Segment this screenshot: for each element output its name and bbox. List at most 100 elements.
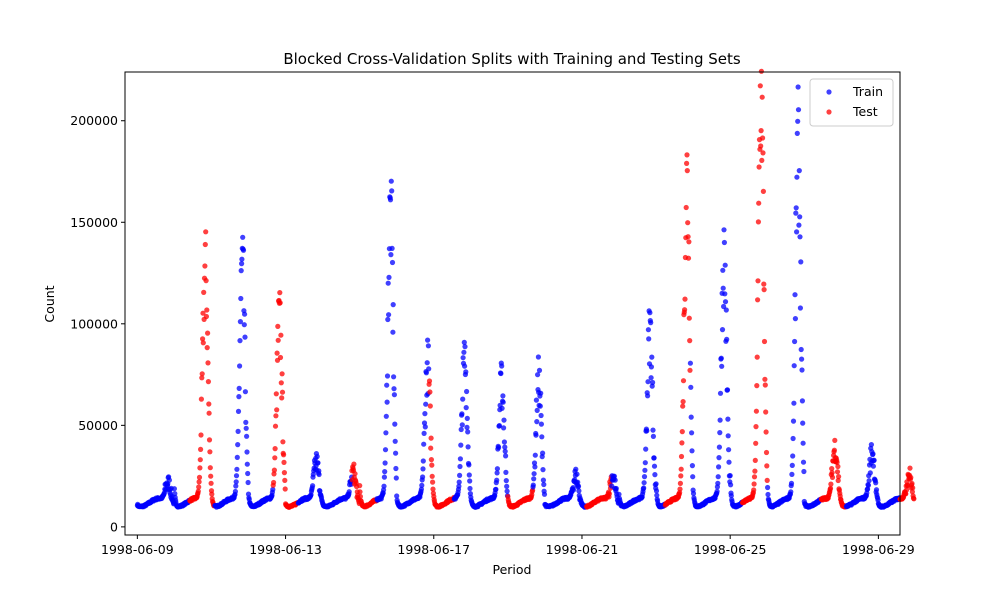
test-point [753, 408, 760, 414]
train-point [391, 374, 397, 380]
test-point [911, 496, 917, 502]
train-point [532, 464, 538, 470]
test-point [209, 491, 215, 497]
test-point [203, 278, 209, 284]
train-point [458, 442, 464, 448]
test-point [208, 473, 214, 479]
train-point [725, 416, 731, 422]
test-point [756, 164, 762, 170]
train-point [873, 480, 879, 486]
train-point [422, 424, 428, 430]
train-point [570, 487, 577, 493]
train-point [716, 444, 723, 450]
train-point [460, 355, 466, 361]
train-point [425, 343, 431, 349]
test-point [427, 403, 433, 409]
test-point [278, 332, 284, 338]
train-point [389, 259, 396, 266]
train-point [531, 471, 537, 477]
train-point [467, 485, 473, 492]
test-point [198, 396, 204, 402]
train-point [389, 188, 395, 194]
test-point [277, 300, 283, 306]
train-point [533, 432, 539, 438]
train-point [715, 480, 721, 486]
test-point [685, 255, 692, 261]
test-point [428, 445, 434, 451]
train-point [870, 451, 876, 457]
test-point [272, 455, 278, 461]
test-point [758, 128, 764, 134]
train-point [800, 420, 806, 426]
train-point [421, 441, 427, 447]
train-point [867, 470, 873, 476]
test-point [201, 289, 207, 295]
train-point [645, 327, 652, 333]
train-point [612, 477, 618, 483]
train-point [234, 454, 240, 460]
train-point [687, 360, 694, 366]
train-point [728, 493, 734, 499]
train-point [793, 210, 799, 216]
test-point [274, 350, 280, 356]
test-point [909, 489, 916, 495]
train-point [391, 392, 397, 398]
train-point [391, 386, 397, 392]
train-point [650, 427, 656, 433]
test-point [357, 493, 363, 500]
train-point [653, 481, 659, 487]
train-point [690, 474, 696, 480]
train-point [240, 234, 246, 240]
test-point [205, 360, 211, 366]
train-point [728, 482, 734, 488]
test-point [277, 354, 284, 361]
test-point [761, 281, 767, 287]
train-point [797, 234, 803, 240]
train-point [385, 316, 391, 323]
train-point [315, 460, 321, 466]
test-point [275, 337, 281, 343]
train-point [800, 440, 806, 446]
train-point [798, 259, 804, 265]
test-point [682, 296, 688, 302]
train-point [530, 482, 536, 488]
train-point [386, 312, 392, 318]
train-point [791, 400, 797, 406]
test-point [273, 413, 279, 419]
train-point [270, 486, 276, 493]
test-point [196, 474, 203, 480]
test-point [278, 380, 284, 386]
test-point [682, 307, 688, 313]
test-point [199, 375, 205, 381]
train-point [393, 450, 399, 456]
train-point [794, 174, 800, 180]
y-tick-label: 0 [110, 519, 118, 534]
train-point [870, 463, 877, 469]
legend-test-marker [826, 109, 832, 115]
test-point [753, 440, 759, 446]
train-point [503, 469, 509, 475]
train-point [245, 470, 251, 477]
train-point [533, 397, 540, 403]
train-point [613, 485, 619, 492]
test-point [680, 378, 687, 384]
train-point [792, 316, 799, 322]
train-point [467, 478, 473, 484]
test-point [677, 480, 684, 486]
train-point [873, 487, 880, 493]
train-point [460, 396, 466, 402]
test-point [207, 465, 213, 471]
test-point [203, 313, 209, 320]
train-point [242, 334, 248, 340]
test-point [606, 491, 613, 497]
test-point [687, 338, 693, 344]
train-point [500, 393, 506, 399]
test-point [430, 479, 436, 485]
test-point [753, 424, 759, 430]
train-point [574, 471, 580, 477]
test-point [428, 457, 434, 463]
test-point [199, 371, 205, 377]
train-point [648, 320, 654, 326]
train-point [456, 479, 462, 485]
